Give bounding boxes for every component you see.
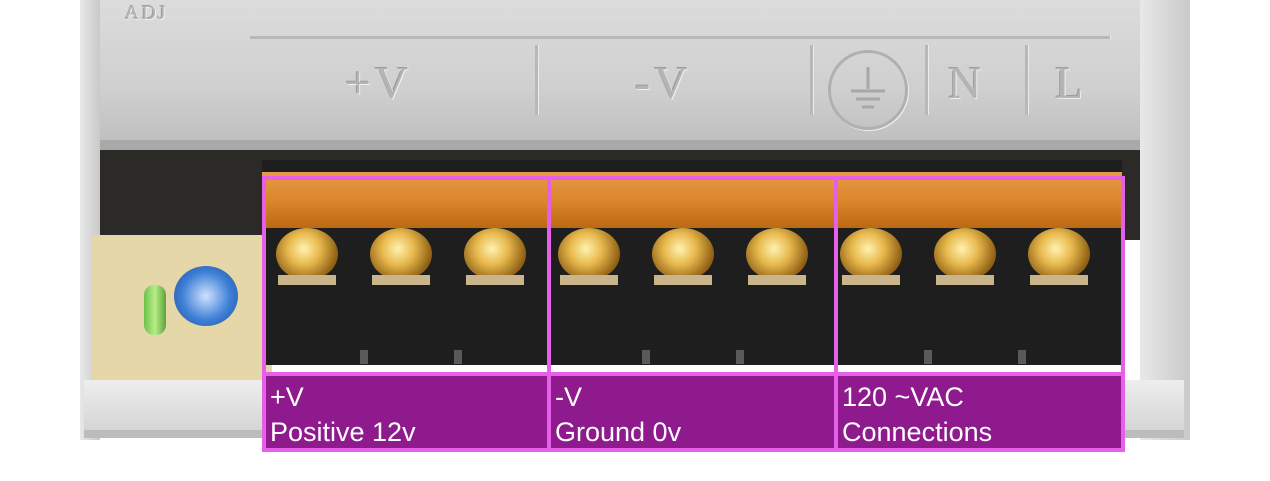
- case-right-wall: [1140, 0, 1190, 440]
- terminal-screw: [840, 228, 902, 280]
- terminal-rib: [1018, 350, 1026, 364]
- line-marking: L: [1055, 57, 1088, 108]
- label-title: +V: [270, 382, 304, 412]
- case-divider: [535, 45, 538, 115]
- led-indicator: [144, 285, 166, 335]
- terminal-rib: [924, 350, 932, 364]
- terminal-cover: [262, 172, 1122, 228]
- case-divider: [925, 45, 928, 115]
- negative-marking: -V: [635, 57, 692, 108]
- terminal-screw: [370, 228, 432, 280]
- case-groove: [250, 36, 1110, 39]
- terminal-rib: [642, 350, 650, 364]
- case-lip: [80, 140, 1190, 150]
- terminal-contact: [560, 275, 618, 285]
- case-divider: [810, 45, 813, 115]
- terminal-screw: [1028, 228, 1090, 280]
- terminal-contact: [936, 275, 994, 285]
- terminal-contact: [372, 275, 430, 285]
- voltage-adjust-potentiometer: [174, 266, 238, 326]
- terminal-contact: [278, 275, 336, 285]
- ground-terminal-label: -V Ground 0v: [547, 372, 838, 452]
- label-title: 120 ~VAC: [842, 382, 964, 412]
- terminal-contact: [466, 275, 524, 285]
- terminal-screw: [934, 228, 996, 280]
- ground-symbol-icon: [828, 50, 908, 130]
- positive-terminal-label: +V Positive 12v: [262, 372, 551, 452]
- terminal-screw: [464, 228, 526, 280]
- terminal-rib: [454, 350, 462, 364]
- label-subtitle: Ground 0v: [555, 417, 682, 447]
- metal-case-top: [80, 0, 1190, 150]
- adj-marking: ADJ: [125, 2, 168, 24]
- terminal-contact: [1030, 275, 1088, 285]
- terminal-contact: [748, 275, 806, 285]
- label-title: -V: [555, 382, 582, 412]
- case-divider: [1025, 45, 1028, 115]
- positive-marking: +V: [345, 57, 413, 108]
- terminal-screw: [746, 228, 808, 280]
- terminal-screw: [276, 228, 338, 280]
- ac-terminal-label: 120 ~VAC Connections: [834, 372, 1125, 452]
- label-subtitle: Positive 12v: [270, 417, 416, 447]
- terminal-rib: [360, 350, 368, 364]
- label-subtitle: Connections: [842, 417, 993, 447]
- terminal-contact: [654, 275, 712, 285]
- terminal-screw: [558, 228, 620, 280]
- neutral-marking: N: [948, 57, 986, 108]
- terminal-rib: [736, 350, 744, 364]
- terminal-contact: [842, 275, 900, 285]
- terminal-screw: [652, 228, 714, 280]
